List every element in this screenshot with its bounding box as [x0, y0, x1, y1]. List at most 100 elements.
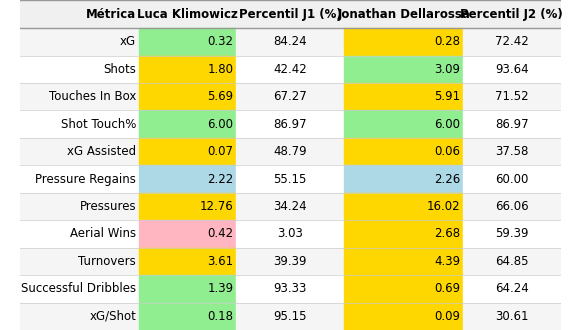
- Bar: [463, 220, 561, 248]
- Text: Aerial Wins: Aerial Wins: [70, 227, 136, 241]
- Bar: [344, 165, 463, 193]
- Text: 2.22: 2.22: [207, 173, 233, 185]
- Text: 59.39: 59.39: [495, 227, 529, 241]
- Bar: [344, 28, 463, 55]
- Text: 95.15: 95.15: [273, 310, 307, 323]
- Bar: [236, 193, 344, 220]
- Bar: [139, 303, 236, 330]
- Text: Jonathan Dellarossa: Jonathan Dellarossa: [337, 8, 470, 20]
- Text: 67.27: 67.27: [273, 90, 307, 103]
- Bar: [139, 220, 236, 248]
- Text: Luca Klimowicz: Luca Klimowicz: [137, 8, 238, 20]
- Text: 66.06: 66.06: [495, 200, 529, 213]
- Text: 55.15: 55.15: [273, 173, 307, 185]
- Bar: [344, 0, 463, 28]
- Text: Successful Dribbles: Successful Dribbles: [21, 282, 136, 295]
- Bar: [20, 275, 139, 303]
- Bar: [20, 138, 139, 165]
- Text: 5.69: 5.69: [207, 90, 233, 103]
- Bar: [20, 165, 139, 193]
- Text: 16.02: 16.02: [427, 200, 460, 213]
- Text: 72.42: 72.42: [495, 35, 529, 48]
- Text: Métrica: Métrica: [86, 8, 136, 20]
- Text: Pressures: Pressures: [80, 200, 136, 213]
- Bar: [463, 28, 561, 55]
- Bar: [236, 248, 344, 275]
- Bar: [344, 275, 463, 303]
- Text: 30.61: 30.61: [495, 310, 529, 323]
- Text: xG: xG: [120, 35, 136, 48]
- Bar: [463, 193, 561, 220]
- Text: xG Assisted: xG Assisted: [67, 145, 136, 158]
- Bar: [236, 165, 344, 193]
- Bar: [236, 275, 344, 303]
- Bar: [139, 83, 236, 111]
- Text: 6.00: 6.00: [208, 117, 233, 131]
- Bar: [463, 55, 561, 83]
- Bar: [139, 275, 236, 303]
- Bar: [20, 220, 139, 248]
- Bar: [139, 111, 236, 138]
- Bar: [463, 0, 561, 28]
- Bar: [236, 220, 344, 248]
- Text: 0.06: 0.06: [435, 145, 460, 158]
- Text: 0.32: 0.32: [208, 35, 233, 48]
- Text: 1.80: 1.80: [208, 63, 233, 76]
- Text: 2.26: 2.26: [434, 173, 460, 185]
- Text: 0.07: 0.07: [208, 145, 233, 158]
- Bar: [20, 303, 139, 330]
- Text: 60.00: 60.00: [495, 173, 529, 185]
- Bar: [344, 55, 463, 83]
- Text: 39.39: 39.39: [273, 255, 307, 268]
- Bar: [139, 248, 236, 275]
- Bar: [20, 248, 139, 275]
- Text: 84.24: 84.24: [273, 35, 307, 48]
- Bar: [20, 111, 139, 138]
- Text: 4.39: 4.39: [434, 255, 460, 268]
- Text: Percentil J2 (%): Percentil J2 (%): [460, 8, 563, 20]
- Text: 34.24: 34.24: [273, 200, 307, 213]
- Bar: [463, 248, 561, 275]
- Bar: [139, 193, 236, 220]
- Bar: [139, 55, 236, 83]
- Bar: [139, 165, 236, 193]
- Text: 93.64: 93.64: [495, 63, 529, 76]
- Text: 64.24: 64.24: [495, 282, 529, 295]
- Text: Touches In Box: Touches In Box: [49, 90, 136, 103]
- Text: 0.09: 0.09: [435, 310, 460, 323]
- Bar: [139, 28, 236, 55]
- Text: 86.97: 86.97: [495, 117, 529, 131]
- Text: Percentil J1 (%): Percentil J1 (%): [239, 8, 341, 20]
- Text: 0.28: 0.28: [435, 35, 460, 48]
- Bar: [20, 193, 139, 220]
- Text: 3.61: 3.61: [207, 255, 233, 268]
- Text: Turnovers: Turnovers: [78, 255, 136, 268]
- Text: 12.76: 12.76: [200, 200, 233, 213]
- Bar: [344, 248, 463, 275]
- Text: 37.58: 37.58: [495, 145, 529, 158]
- Bar: [344, 138, 463, 165]
- Bar: [344, 303, 463, 330]
- Text: 93.33: 93.33: [273, 282, 307, 295]
- Text: 5.91: 5.91: [434, 90, 460, 103]
- Text: 0.69: 0.69: [434, 282, 460, 295]
- Text: 86.97: 86.97: [273, 117, 307, 131]
- Text: 42.42: 42.42: [273, 63, 307, 76]
- Bar: [463, 303, 561, 330]
- Text: 3.09: 3.09: [435, 63, 460, 76]
- Bar: [236, 111, 344, 138]
- Text: 1.39: 1.39: [207, 282, 233, 295]
- Bar: [236, 138, 344, 165]
- Bar: [463, 275, 561, 303]
- Bar: [344, 220, 463, 248]
- Text: 64.85: 64.85: [495, 255, 529, 268]
- Bar: [236, 0, 344, 28]
- Bar: [139, 0, 236, 28]
- Text: 6.00: 6.00: [435, 117, 460, 131]
- Bar: [344, 83, 463, 111]
- Bar: [463, 138, 561, 165]
- Text: 48.79: 48.79: [273, 145, 307, 158]
- Bar: [463, 83, 561, 111]
- Text: Shot Touch%: Shot Touch%: [61, 117, 136, 131]
- Bar: [344, 111, 463, 138]
